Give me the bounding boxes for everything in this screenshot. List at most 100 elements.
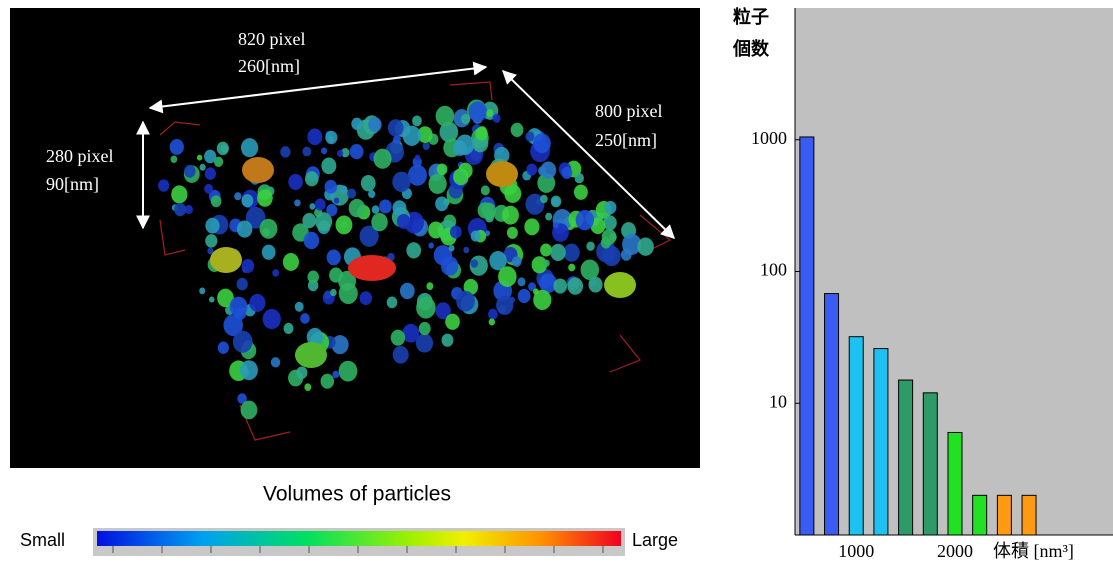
particle — [288, 174, 303, 190]
particle — [428, 221, 443, 238]
particle — [321, 148, 327, 155]
particle — [498, 266, 517, 287]
image-background — [10, 8, 700, 468]
particle — [371, 213, 387, 231]
particle — [309, 203, 315, 209]
particle — [437, 163, 448, 175]
particle — [271, 357, 280, 367]
particle — [204, 184, 213, 194]
particle — [553, 278, 567, 293]
particle — [315, 198, 326, 210]
particle — [325, 180, 338, 194]
particle — [416, 297, 436, 319]
bar — [973, 495, 987, 535]
particle — [302, 213, 316, 228]
particle — [456, 134, 474, 155]
particle — [456, 291, 475, 312]
particle — [209, 297, 214, 303]
particle — [234, 192, 241, 200]
particle — [461, 114, 470, 124]
particle — [524, 218, 539, 235]
particle — [374, 149, 392, 169]
particle — [393, 200, 407, 215]
bar — [825, 294, 839, 535]
particle — [340, 185, 348, 193]
particle — [280, 146, 290, 157]
particle — [211, 195, 222, 207]
particle — [540, 195, 548, 204]
particle — [171, 185, 187, 203]
particle — [408, 165, 427, 186]
particle — [284, 323, 294, 334]
particle — [471, 231, 481, 242]
y-axis-label: 個数 — [732, 38, 770, 59]
particle — [184, 165, 196, 178]
particle — [545, 213, 552, 221]
particle — [391, 330, 405, 346]
particle — [489, 318, 495, 325]
particle — [511, 123, 524, 137]
particle — [240, 360, 258, 380]
page: 820 pixel 260[nm] 800 pixel 250[nm] 280 … — [0, 0, 1113, 567]
particle — [197, 155, 202, 161]
colorbar-title: Volumes of particles — [263, 483, 451, 506]
particle — [308, 270, 319, 283]
particle — [533, 134, 551, 154]
particle — [335, 216, 352, 235]
particle — [295, 342, 327, 368]
particle — [450, 225, 462, 238]
particle — [328, 136, 334, 143]
bar — [948, 432, 962, 535]
particle — [481, 185, 490, 195]
particle — [387, 297, 398, 309]
particle — [305, 171, 319, 186]
particle — [351, 118, 362, 130]
particle — [478, 202, 493, 218]
x-tick-label: 1000 — [838, 541, 874, 561]
particle — [392, 172, 410, 192]
particle — [334, 198, 339, 204]
particle — [233, 331, 253, 353]
particle — [262, 245, 276, 260]
particle — [241, 194, 253, 207]
particle — [307, 128, 322, 145]
particle — [158, 179, 169, 191]
particle — [170, 139, 184, 155]
dimension-label: 820 pixel — [238, 29, 306, 49]
particle — [361, 175, 376, 191]
particle — [423, 142, 430, 150]
particle — [330, 289, 337, 296]
particle — [210, 247, 242, 273]
particle — [415, 154, 420, 160]
particle — [327, 249, 341, 265]
particle — [300, 313, 310, 324]
particle — [294, 199, 300, 206]
x-tick-label: 2000 — [937, 541, 973, 561]
particle — [171, 155, 178, 162]
particle — [550, 244, 565, 261]
dimension-label: 90[nm] — [46, 174, 99, 194]
particle — [218, 342, 229, 354]
particle — [257, 189, 273, 206]
particle-image: 820 pixel 260[nm] 800 pixel 250[nm] 280 … — [10, 8, 700, 468]
particle — [475, 127, 488, 141]
particle — [512, 256, 522, 267]
particle — [637, 238, 654, 256]
particle — [321, 374, 335, 389]
particle — [568, 264, 575, 272]
particle — [221, 145, 229, 153]
particle — [561, 167, 572, 179]
particle — [412, 116, 422, 127]
particle — [567, 277, 583, 294]
figure: 820 pixel 260[nm] 800 pixel 250[nm] 280 … — [0, 0, 1113, 567]
particle — [428, 174, 446, 194]
particle — [586, 242, 594, 251]
particle — [400, 283, 415, 299]
particle — [470, 259, 478, 268]
particle — [296, 366, 307, 378]
bar — [800, 137, 814, 535]
particle — [563, 244, 579, 262]
y-tick-label: 100 — [760, 260, 787, 280]
particle — [493, 114, 501, 123]
